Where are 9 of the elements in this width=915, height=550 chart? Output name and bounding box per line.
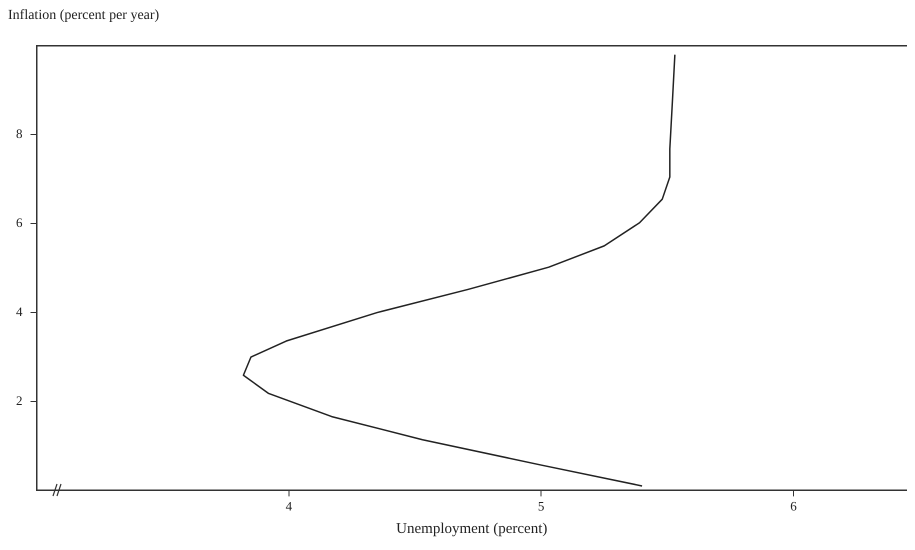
y-tick-label: 2: [16, 392, 22, 408]
x-tick-label: 5: [538, 498, 544, 514]
x-axis-title: Unemployment (percent): [396, 520, 548, 537]
x-tick-label: 6: [790, 498, 798, 514]
y-axis-title: Inflation (percent per year): [8, 8, 160, 25]
y-tick-label: 4: [16, 304, 23, 319]
x-tick-label: 4: [286, 498, 293, 514]
y-tick-label: 8: [16, 126, 22, 142]
y-tick-label: 6: [16, 215, 23, 230]
